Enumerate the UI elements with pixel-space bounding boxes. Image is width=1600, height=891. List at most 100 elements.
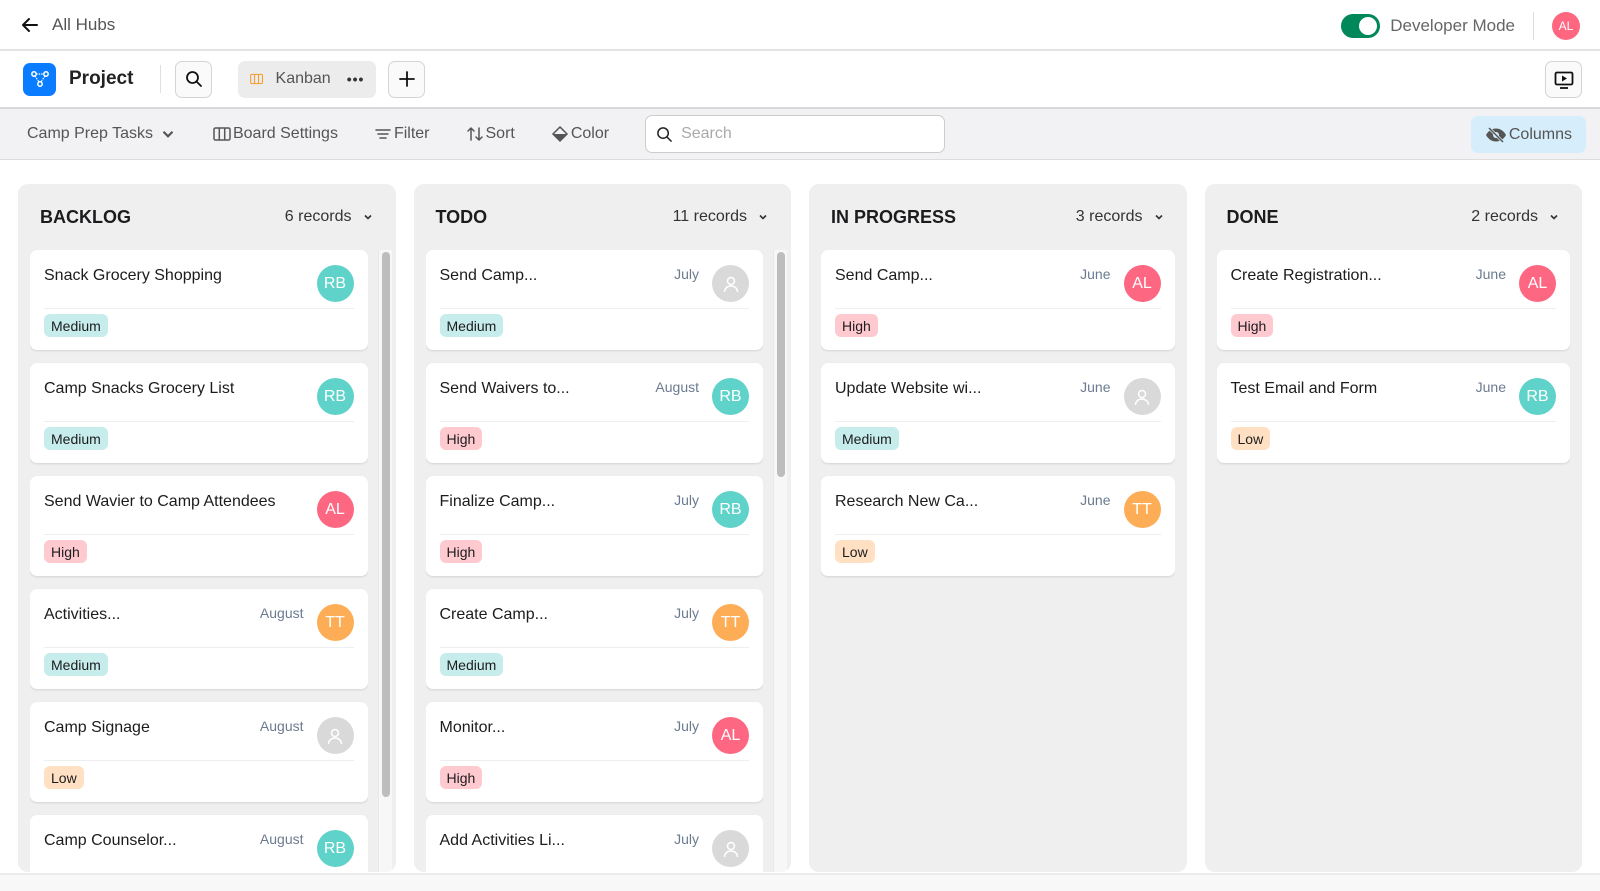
kanban-card[interactable]: Update Website wi... June Medium <box>821 363 1175 463</box>
sort-icon <box>466 127 483 141</box>
search-box[interactable] <box>645 115 946 153</box>
card-date: July <box>674 266 699 282</box>
plus-icon <box>399 71 415 87</box>
color-button[interactable]: Color <box>551 125 609 143</box>
record-count-dropdown[interactable]: 6 records <box>285 208 374 226</box>
kanban-card[interactable]: Monitor... July AL High <box>425 702 763 802</box>
add-view-button[interactable] <box>388 60 426 98</box>
kanban-card[interactable]: Send Camp... June AL High <box>821 250 1175 350</box>
column-header: DONE 2 records <box>1205 184 1583 250</box>
assignee-avatar: RB <box>1519 378 1556 415</box>
column-title: BACKLOG <box>40 206 131 227</box>
card-title: Monitor... <box>439 719 506 736</box>
card-divider <box>1230 421 1556 422</box>
assignee-avatar: TT <box>316 604 354 641</box>
kanban-card[interactable]: Create Camp... July TT Medium <box>425 589 763 689</box>
search-input[interactable] <box>681 125 922 143</box>
priority-badge: Medium <box>439 653 504 676</box>
all-hubs-link[interactable]: All Hubs <box>20 15 115 35</box>
assignee-initials: RB <box>323 387 347 405</box>
divider <box>1533 11 1534 40</box>
kanban-card[interactable]: Send Camp... July Medium <box>425 250 763 350</box>
columns-button[interactable]: Columns <box>1470 116 1586 153</box>
card-divider <box>439 421 749 422</box>
kanban-card[interactable]: Add Activities Li... July <box>425 815 763 872</box>
assignee-initials: TT <box>325 613 345 631</box>
view-menu-icon[interactable]: ••• <box>346 71 365 87</box>
assignee-initials: AL <box>720 726 741 744</box>
card-title: Add Activities Li... <box>439 832 565 849</box>
kanban-card[interactable]: Research New Ca... June TT Low <box>821 476 1175 576</box>
chevron-down-icon <box>363 214 372 220</box>
record-count-dropdown[interactable]: 11 records <box>673 208 769 226</box>
card-title: Camp Signage <box>44 719 150 736</box>
column-scrollbar[interactable] <box>773 250 787 872</box>
card-list: Create Registration... June AL High Test Ema… <box>1216 250 1570 872</box>
kanban-card[interactable]: Camp Snacks Grocery List RB Medium <box>30 363 368 463</box>
card-title: Test Email and Form <box>1230 380 1378 397</box>
record-count-dropdown[interactable]: 3 records <box>1076 208 1165 226</box>
sort-label: Sort <box>485 125 515 142</box>
record-count-dropdown[interactable]: 2 records <box>1471 208 1560 226</box>
priority-badge: Medium <box>835 427 899 450</box>
assignee-initials: RB <box>719 387 742 405</box>
kanban-card[interactable]: Snack Grocery Shopping RB Medium <box>30 250 368 350</box>
user-avatar[interactable]: AL <box>1552 11 1580 40</box>
kanban-card[interactable]: Create Registration... June AL High <box>1216 250 1570 350</box>
card-date: July <box>674 718 699 734</box>
card-divider <box>44 647 354 648</box>
divider <box>160 65 162 93</box>
kanban-card[interactable]: Send Wavier to Camp Attendees AL High <box>30 476 368 576</box>
project-name: Project <box>69 68 134 89</box>
card-list: Snack Grocery Shopping RB Medium Camp Snack… <box>30 250 368 872</box>
present-button[interactable] <box>1545 61 1582 98</box>
column-title: TODO <box>435 206 488 227</box>
kanban-card[interactable]: Send Waivers to... August RB High <box>425 363 763 463</box>
user-placeholder-icon <box>723 276 738 292</box>
project-bar: Project Kanban ••• <box>0 51 1600 109</box>
search-icon <box>186 71 202 87</box>
kanban-card[interactable]: Test Email and Form June RB Low <box>1216 363 1570 463</box>
search-button[interactable] <box>175 60 213 98</box>
top-bar: All Hubs Developer Mode AL <box>0 0 1600 51</box>
kanban-card[interactable]: Camp Counselor... August RB <box>30 815 368 872</box>
card-title: Send Wavier to Camp Attendees <box>44 493 276 510</box>
column-scrollbar[interactable] <box>377 250 392 872</box>
priority-badge: High <box>44 540 87 563</box>
sort-button[interactable]: Sort <box>466 125 515 143</box>
kanban-card[interactable]: Activities... August TT Medium <box>30 589 368 689</box>
view-tab-kanban[interactable]: Kanban ••• <box>238 60 377 98</box>
view-toolbar: Camp Prep Tasks Board Settings Filter So… <box>0 109 1600 160</box>
card-title: Update Website wi... <box>835 380 982 397</box>
card-title: Send Camp... <box>439 267 538 284</box>
assignee-avatar <box>712 265 749 302</box>
table-selector[interactable]: Camp Prep Tasks <box>27 125 177 143</box>
priority-badge: Low <box>44 766 84 789</box>
card-title: Send Camp... <box>835 267 933 284</box>
scrollbar-thumb[interactable] <box>777 252 785 477</box>
kanban-card[interactable]: Finalize Camp... July RB High <box>425 476 763 576</box>
card-divider <box>439 760 749 761</box>
kanban-card[interactable]: Camp Signage August Low <box>30 702 368 802</box>
card-date: August <box>655 379 699 395</box>
filter-button[interactable]: Filter <box>374 125 430 143</box>
kanban-board: BACKLOG 6 records Snack Grocery Shopping RB… <box>18 184 1582 872</box>
developer-mode-toggle[interactable] <box>1341 13 1381 38</box>
card-divider <box>835 308 1161 309</box>
board-settings-button[interactable]: Board Settings <box>213 125 338 143</box>
priority-badge: High <box>439 766 483 789</box>
arrow-left-icon <box>22 17 38 32</box>
priority-badge: High <box>439 427 483 450</box>
record-count: 3 records <box>1075 208 1143 225</box>
eye-off-icon <box>1485 126 1506 143</box>
card-divider <box>44 308 354 309</box>
assignee-avatar: RB <box>316 830 354 867</box>
scrollbar-thumb[interactable] <box>381 252 390 797</box>
table-selector-label: Camp Prep Tasks <box>27 125 153 142</box>
card-divider <box>835 534 1161 535</box>
card-divider <box>44 534 354 535</box>
assignee-initials: RB <box>1526 387 1549 405</box>
card-title: Send Waivers to... <box>439 380 570 397</box>
assignee-avatar: TT <box>712 604 749 641</box>
assignee-initials: TT <box>720 613 741 631</box>
